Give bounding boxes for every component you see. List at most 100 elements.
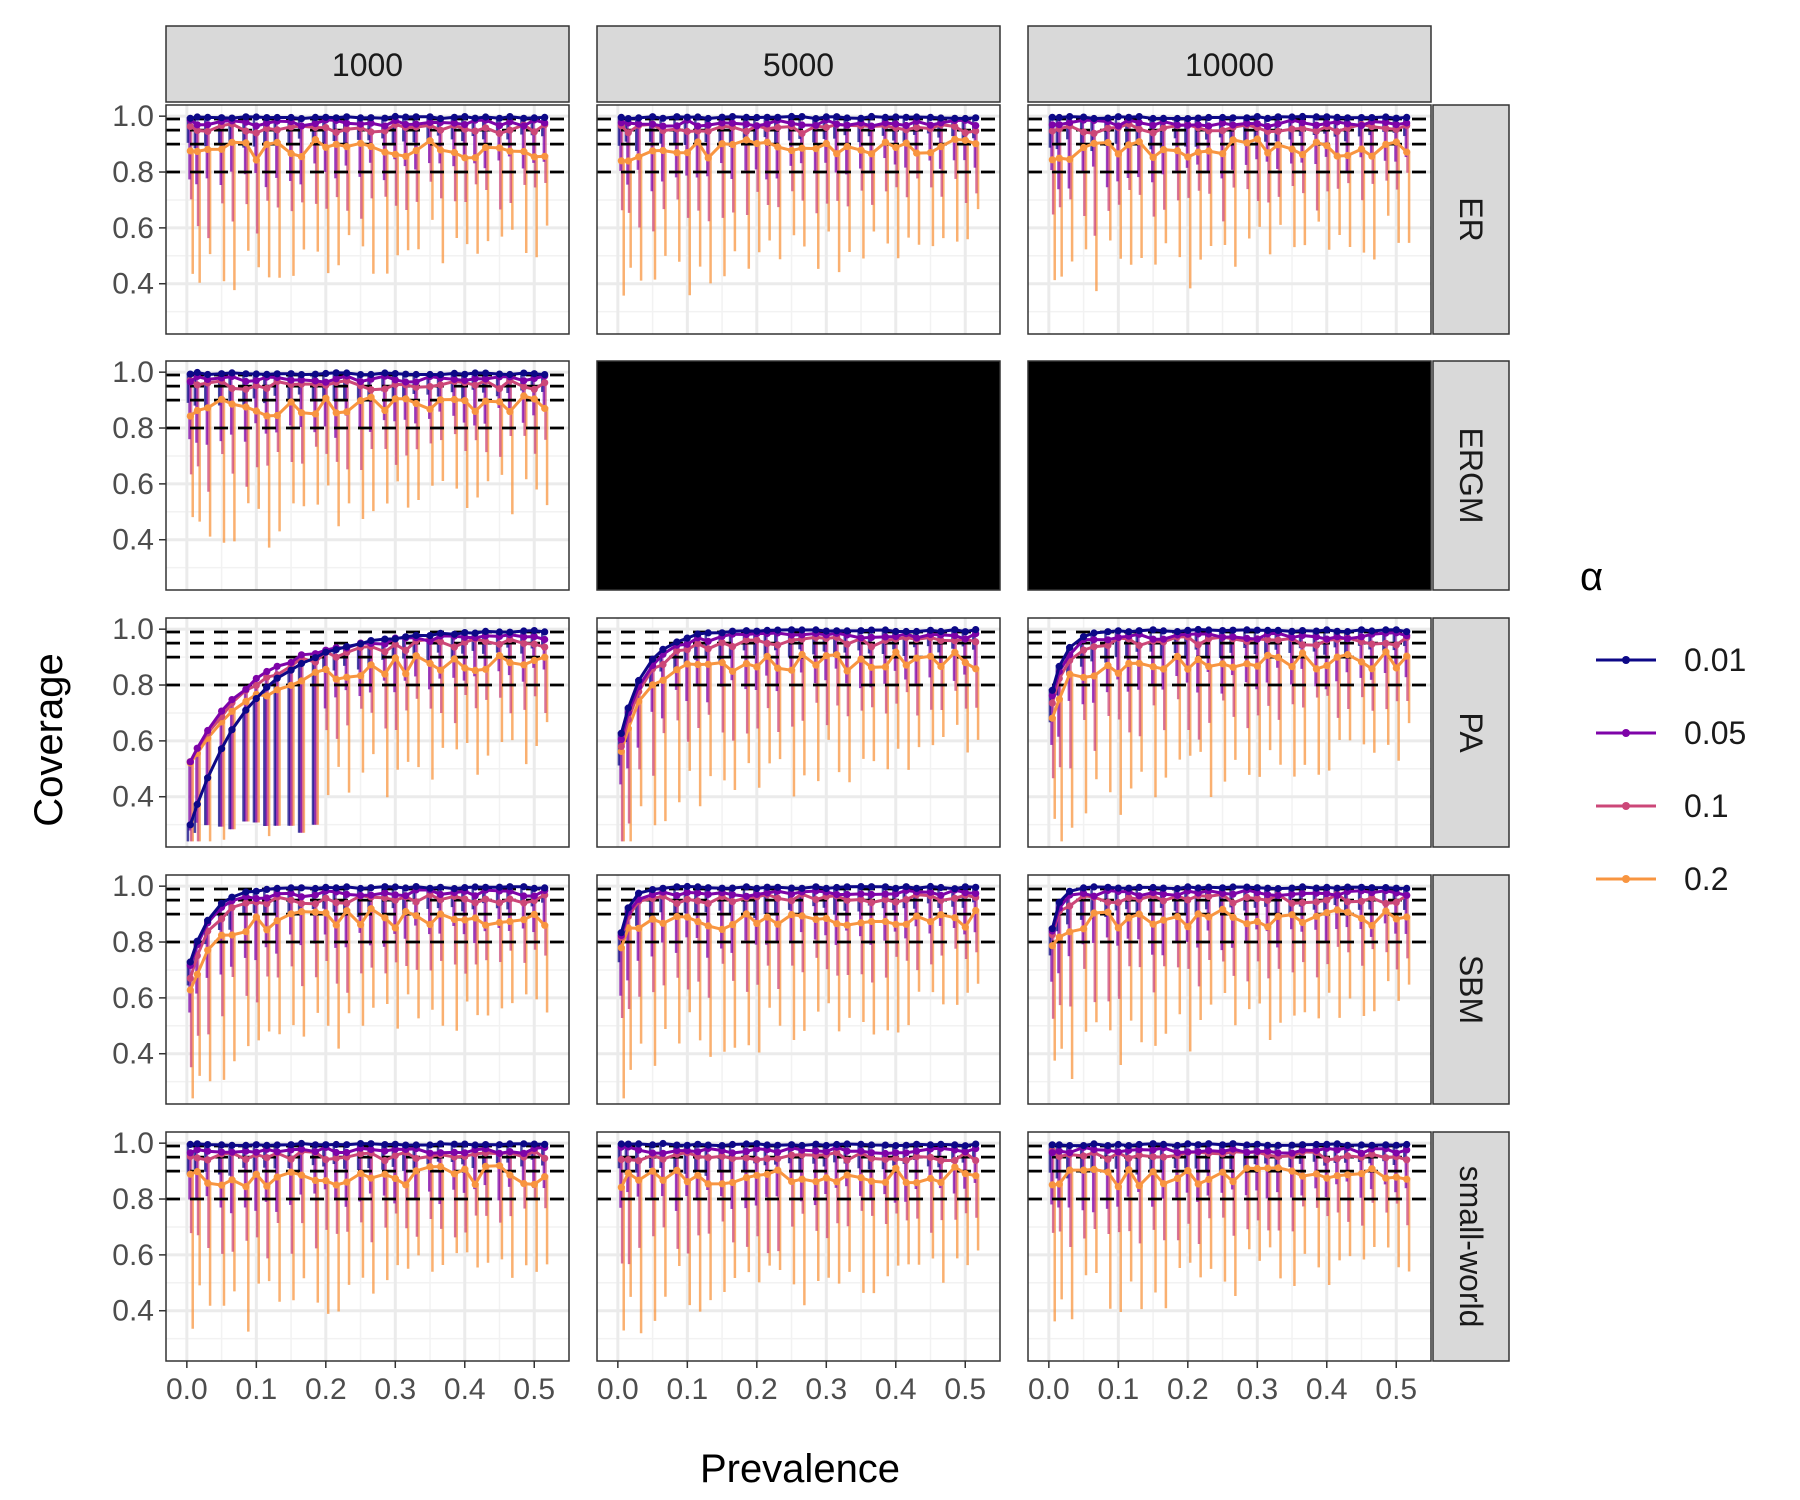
data-point-0.2 [204,1179,212,1187]
data-point-0.05 [1159,635,1168,643]
panel-small-world-5000: 0.0 0.1 0.2 0.3 0.4 0.5 [596,1131,1001,1406]
data-point-0.2 [1104,908,1112,916]
data-point-0.01 [357,640,365,648]
data-point-0.01 [426,884,434,892]
data-point-0.2 [1135,910,1143,918]
data-point-0.05 [812,1147,820,1155]
data-point-0.05 [635,120,643,128]
data-point-0.01 [1298,112,1307,121]
data-point-0.2 [1382,648,1390,656]
data-point-0.1 [1066,902,1074,910]
data-point-0.05 [391,891,399,899]
data-point-0.2 [1205,147,1213,155]
data-point-0.05 [659,1149,667,1157]
data-point-0.2 [436,910,445,918]
data-point-0.01 [857,114,865,122]
data-point-0.2 [322,909,330,917]
data-point-0.01 [228,369,236,377]
data-point-0.05 [902,1149,910,1157]
data-point-0.1 [892,1154,900,1163]
data-point-0.01 [718,629,726,637]
data-point-0.2 [1125,141,1133,149]
data-point-0.1 [1159,124,1168,132]
data-point-0.01 [1090,629,1098,637]
data-point-0.01 [1184,115,1192,123]
data-point-0.01 [287,666,295,674]
data-point-0.2 [541,921,549,929]
data-point-0.01 [186,114,194,122]
data-point-0.1 [635,1157,643,1165]
data-point-0.1 [506,895,514,903]
data-point-0.2 [228,1176,236,1184]
data-point-0.01 [426,632,434,640]
data-point-0.2 [391,654,399,662]
data-point-0.2 [1184,665,1192,673]
data-point-0.2 [694,918,702,926]
data-point-0.01 [1125,884,1133,892]
data-point-0.05 [659,122,667,130]
data-point-0.1 [495,385,504,393]
data-point-0.2 [495,918,504,927]
data-point-0.01 [1312,884,1320,892]
data-point-0.05 [1274,1149,1282,1157]
data-point-0.05 [1298,1146,1307,1154]
data-point-0.01 [763,626,771,635]
data-point-0.01 [742,883,751,891]
data-point-0.05 [1048,1149,1056,1157]
data-point-0.01 [1104,628,1112,636]
facet-strip-label: ER [1453,197,1489,241]
data-point-0.05 [902,121,910,130]
y-tick-label: 0.6 [112,212,154,245]
data-point-0.2 [1357,658,1366,666]
data-point-0.05 [263,894,271,902]
panel-small-world-10000: 0.0 0.1 0.2 0.3 0.4 0.5 [1027,1131,1432,1406]
facet-strip-label: ERGM [1453,428,1489,524]
data-point-0.01 [273,370,281,378]
facet-strip-col-10000: 10000 [1027,25,1432,103]
data-point-0.01 [357,884,365,893]
data-point-0.1 [482,895,490,903]
data-point-0.2 [506,408,514,416]
data-point-0.01 [1125,113,1133,121]
data-point-0.01 [495,628,504,636]
data-point-0.01 [402,370,410,378]
data-point-0.01 [774,113,782,121]
data-point-0.1 [1104,1155,1112,1163]
data-point-0.2 [426,1163,434,1171]
data-point-0.2 [742,660,751,668]
data-point-0.2 [530,395,538,403]
data-point-0.05 [892,120,900,128]
panel-border [1027,874,1432,1105]
data-point-0.01 [881,626,890,634]
data-point-0.2 [482,143,490,151]
data-point-0.2 [774,1166,782,1174]
data-point-0.05 [673,892,681,900]
data-point-0.1 [506,126,514,134]
data-point-0.1 [436,638,445,646]
data-point-0.01 [728,1140,737,1149]
data-point-0.01 [694,113,702,121]
data-point-0.05 [228,696,236,704]
data-point-0.01 [951,114,959,122]
data-point-0.2 [495,651,504,660]
data-point-0.05 [1382,118,1390,126]
data-point-0.01 [530,1140,538,1148]
data-point-0.01 [391,1140,399,1148]
data-point-0.01 [1194,884,1202,892]
data-point-0.01 [673,113,681,121]
data-point-0.1 [193,381,201,389]
data-point-0.1 [1298,641,1307,649]
data-point-0.2 [1253,662,1261,670]
data-point-0.2 [228,707,236,715]
data-point-0.2 [718,140,726,148]
data-point-0.2 [1149,920,1157,928]
data-point-0.1 [242,385,250,393]
data-point-0.01 [788,112,796,121]
data-point-0.1 [1298,124,1307,132]
data-point-0.2 [412,912,420,920]
data-point-0.1 [530,640,538,648]
data-point-0.2 [742,910,751,918]
data-point-0.2 [1159,916,1168,924]
data-point-0.1 [867,1154,876,1162]
panel-small-world-1000: 0.4 0.6 0.8 1.0 0.0 0.1 0.2 0.3 0.4 0.5 [112,1127,570,1406]
